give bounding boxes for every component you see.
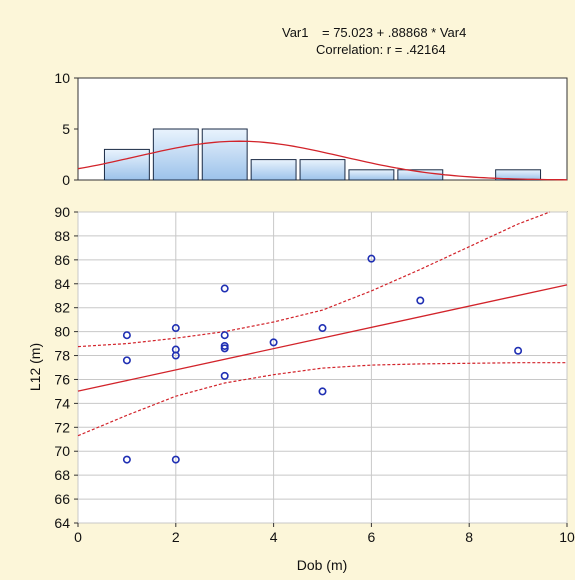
normal-curve-line xyxy=(77,140,568,181)
annotation-equation: = 75.023 + .88868 * Var4 xyxy=(322,25,466,40)
x-tick-label: 6 xyxy=(368,529,376,545)
y-tick-label: 90 xyxy=(54,204,70,220)
y-tick-label: 66 xyxy=(54,491,70,507)
y-tick-label: 76 xyxy=(54,371,70,387)
annotation-correlation: Correlation: r = .42164 xyxy=(316,42,446,57)
confidence-band xyxy=(77,211,567,437)
y-tick-label: 86 xyxy=(54,252,70,268)
y-tick-label: 72 xyxy=(54,419,70,435)
data-point-15 xyxy=(367,254,376,263)
x-tick-label: 0 xyxy=(74,529,82,545)
histogram-bar-4 xyxy=(299,159,346,181)
y-tick-label: 68 xyxy=(54,467,70,483)
data-point-2 xyxy=(122,455,131,464)
data-point-16 xyxy=(416,296,425,305)
data-point-6 xyxy=(171,455,180,464)
x-tick-label: 4 xyxy=(270,529,278,545)
data-point-8 xyxy=(220,331,229,340)
histogram-y-tick-label: 10 xyxy=(54,70,70,86)
y-tick-label: 82 xyxy=(54,300,70,316)
x-tick-label: 8 xyxy=(465,529,473,545)
y-tick-label: 74 xyxy=(54,395,70,411)
regression-line xyxy=(77,284,568,392)
histogram-y-ticks: 0 5 10 xyxy=(54,70,78,188)
data-point-12 xyxy=(269,338,278,347)
data-point-0 xyxy=(122,331,131,340)
data-point-3 xyxy=(171,324,180,333)
histogram-bar-2 xyxy=(201,128,248,181)
histogram-normal-curve xyxy=(77,140,568,181)
data-point-1 xyxy=(122,356,131,365)
data-point-14 xyxy=(318,387,327,396)
data-point-17 xyxy=(514,346,523,355)
y-tick-label: 78 xyxy=(54,348,70,364)
scatter-points xyxy=(122,254,523,464)
y-tick-label: 84 xyxy=(54,276,70,292)
annotation-var: Var1 xyxy=(282,25,309,40)
confidence-band-lower xyxy=(77,362,567,437)
histogram-bars xyxy=(103,128,542,181)
y-tick-label: 88 xyxy=(54,228,70,244)
scatter-grid xyxy=(77,211,568,524)
y-tick-label: 70 xyxy=(54,443,70,459)
x-axis-label: Dob (m) xyxy=(297,557,348,573)
histogram-bar-3 xyxy=(250,159,297,181)
histogram-bar-5 xyxy=(348,169,395,181)
confidence-band-upper xyxy=(77,211,551,348)
histogram-bar-1 xyxy=(152,128,199,181)
histogram-bar-8 xyxy=(495,169,542,181)
data-point-10 xyxy=(220,344,229,353)
y-axis-label: L12 (m) xyxy=(27,343,43,391)
x-tick-label: 10 xyxy=(559,529,575,545)
histogram-y-tick-label: 0 xyxy=(62,172,70,188)
histogram-bar-0 xyxy=(103,148,150,181)
data-point-5 xyxy=(171,351,180,360)
histogram-y-tick-label: 5 xyxy=(62,121,70,137)
data-point-7 xyxy=(220,284,229,293)
y-axis-ticks: 64 66 68 70 72 74 76 78 80 82 84 86 88 90 xyxy=(54,204,78,531)
data-point-13 xyxy=(318,324,327,333)
y-tick-label: 80 xyxy=(54,324,70,340)
x-axis-ticks: 0 2 4 6 8 10 xyxy=(74,523,575,545)
regression-fit-line xyxy=(77,284,568,392)
data-point-11 xyxy=(220,371,229,380)
y-tick-label: 64 xyxy=(54,515,70,531)
x-tick-label: 2 xyxy=(172,529,180,545)
